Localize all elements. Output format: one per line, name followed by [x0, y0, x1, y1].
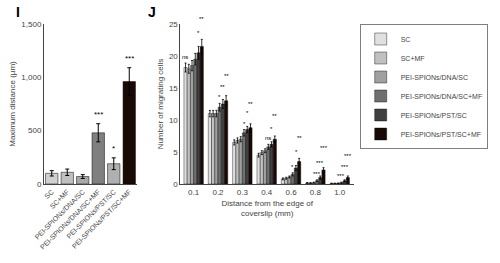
svg-text:Maximum distance (μm): Maximum distance (μm): [8, 61, 17, 147]
svg-text:***: ***: [94, 110, 103, 119]
svg-text:***: ***: [313, 171, 321, 177]
svg-text:*: *: [243, 121, 246, 127]
svg-text:500: 500: [28, 126, 42, 135]
svg-text:PEI-SPIONs/DNA/SC+MF: PEI-SPIONs/DNA/SC+MF: [401, 93, 482, 100]
svg-text:PEI-SPIONs/DNA/SC+MF: PEI-SPIONs/DNA/SC+MF: [39, 188, 102, 251]
svg-text:5: 5: [173, 148, 178, 157]
svg-text:*: *: [270, 126, 273, 132]
svg-text:*: *: [197, 30, 200, 36]
svg-text:1,000: 1,000: [21, 73, 42, 82]
svg-text:PEI-SPIONs/PST/SC: PEI-SPIONs/PST/SC: [401, 112, 467, 119]
svg-text:**: **: [220, 84, 225, 90]
svg-text:SC+MF: SC+MF: [401, 55, 425, 62]
svg-text:***: ***: [341, 164, 349, 170]
svg-text:20: 20: [169, 52, 178, 61]
svg-text:**: **: [248, 101, 253, 107]
svg-text:ns: ns: [182, 54, 188, 60]
svg-text:0: 0: [173, 180, 178, 189]
svg-text:*: *: [246, 110, 249, 116]
svg-text:*: *: [295, 149, 298, 155]
svg-text:***: ***: [316, 160, 324, 166]
svg-text:***: ***: [320, 145, 328, 151]
svg-text:SC: SC: [43, 188, 55, 200]
svg-text:**: **: [272, 113, 277, 119]
svg-text:PEI-SPIONs/PST/SC: PEI-SPIONs/PST/SC: [65, 188, 117, 240]
svg-text:1.0: 1.0: [334, 188, 346, 197]
svg-text:Number of migrating cells: Number of migrating cells: [156, 59, 165, 150]
svg-text:1,500: 1,500: [21, 20, 42, 29]
svg-text:PEI-SPIONs/DNA/SC: PEI-SPIONs/DNA/SC: [401, 74, 468, 81]
svg-text:0.4: 0.4: [261, 188, 273, 197]
svg-text:0.6: 0.6: [285, 188, 297, 197]
svg-text:**: **: [199, 16, 204, 22]
svg-text:PEI-SPIONs/PST/SC+MF: PEI-SPIONs/PST/SC+MF: [71, 188, 133, 250]
svg-text:PEI-SPIONs/PST/SC+MF: PEI-SPIONs/PST/SC+MF: [401, 131, 481, 138]
svg-text:0.2: 0.2: [212, 188, 224, 197]
svg-text:25: 25: [169, 20, 178, 29]
svg-text:0.8: 0.8: [310, 188, 322, 197]
svg-text:0.1: 0.1: [188, 188, 200, 197]
svg-text:***: ***: [337, 173, 345, 179]
svg-text:I: I: [16, 4, 20, 20]
svg-text:**: **: [224, 73, 229, 79]
svg-text:SC+MF: SC+MF: [49, 188, 71, 210]
svg-text:SC: SC: [401, 36, 411, 43]
svg-text:10: 10: [169, 116, 178, 125]
svg-text:J: J: [148, 4, 156, 20]
svg-text:PEI-SPIONs/DNA/SC: PEI-SPIONs/DNA/SC: [33, 188, 86, 241]
svg-text:ns: ns: [265, 135, 271, 141]
svg-text:Distance from the edge ofcover: Distance from the edge ofcoverslip (mm): [221, 199, 313, 218]
svg-text:0.3: 0.3: [237, 188, 249, 197]
svg-text:**: **: [297, 135, 302, 141]
svg-text:15: 15: [169, 84, 178, 93]
svg-text:*: *: [291, 164, 294, 170]
svg-text:*: *: [112, 144, 115, 153]
svg-text:***: ***: [344, 153, 352, 159]
svg-text:***: ***: [125, 54, 134, 63]
svg-text:*: *: [218, 94, 221, 100]
svg-text:0: 0: [37, 180, 42, 189]
